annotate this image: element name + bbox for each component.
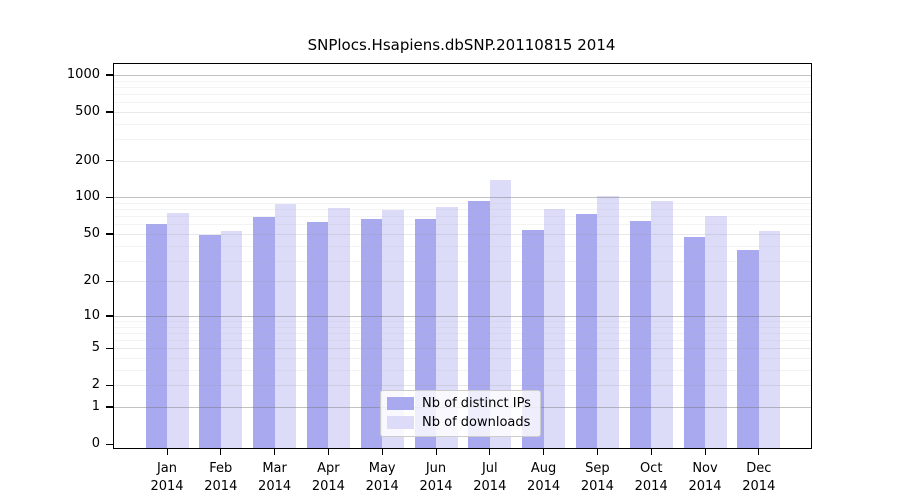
x-axis-tick-sep: [596, 449, 599, 456]
x-axis-tick-label-apr: Apr 2014: [311, 461, 345, 494]
gridline-1000: [114, 74, 811, 76]
bar-downloads-may: [382, 209, 404, 448]
gridline-100: [114, 197, 811, 199]
x-axis-tick-nov: [704, 449, 706, 456]
y-axis-tick-1: [105, 406, 113, 408]
x-axis-tick-label-sep: Sep 2014: [580, 461, 614, 494]
x-axis-tick-jul: [489, 449, 491, 456]
legend-swatch-downloads: [387, 416, 414, 429]
legend-label-downloads: Nb of downloads: [422, 415, 531, 430]
y-axis-tick-label-10: 10: [83, 307, 100, 323]
bar-downloads-dec: [758, 230, 781, 448]
legend-label-distinct-ips: Nb of distinct IPs: [422, 396, 531, 411]
y-axis-tick-200: [105, 160, 113, 162]
y-axis-tick-2: [105, 384, 113, 386]
bar-downloads-feb: [220, 230, 243, 448]
gridline-200: [114, 160, 811, 162]
x-axis-tick-label-mar: Mar 2014: [258, 461, 292, 494]
y-axis-tick-label-1000: 1000: [66, 66, 100, 82]
bar-distinct-ips-may: [360, 219, 383, 448]
gridline-700: [114, 93, 811, 95]
plot-area: Nb of distinct IPs Nb of downloads 0 1 2 5 1…: [67, 63, 812, 494]
gridline-800: [114, 86, 811, 88]
x-axis-tick-label-jun: Jun 2014: [419, 461, 453, 494]
y-axis-tick-20: [105, 280, 113, 283]
x-axis-tick-label-dec: Dec 2014: [742, 461, 776, 494]
y-axis-tick-label-1: 1: [91, 398, 100, 414]
x-axis-tick-mar: [274, 449, 276, 456]
x-axis-tick-label-nov: Nov 2014: [688, 461, 722, 494]
bar-downloads-apr: [328, 207, 350, 448]
y-axis-tick-10: [105, 315, 113, 317]
bar-downloads-mar: [274, 203, 297, 448]
x-axis-tick-jun: [435, 449, 437, 456]
gridline-500: [114, 111, 811, 113]
bar-distinct-ips-jan: [145, 223, 167, 448]
legend: Nb of distinct IPs Nb of downloads: [380, 390, 541, 437]
y-axis-tick-1000: [105, 74, 113, 76]
bar-distinct-ips-mar: [253, 217, 275, 448]
chart-title: SNPlocs.Hsapiens.dbSNP.20110815 2014: [307, 36, 616, 54]
y-axis-tick-50: [105, 233, 113, 235]
gridline-600: [114, 102, 811, 104]
bar-downloads-aug: [543, 208, 566, 448]
y-axis-tick-label-0: 0: [91, 436, 100, 451]
x-axis-tick-may: [381, 449, 383, 456]
bar-distinct-ips-sep: [575, 214, 598, 448]
y-axis-tick-label-500: 500: [75, 103, 100, 119]
x-axis-tick-oct: [650, 449, 652, 456]
x-axis-tick-dec: [758, 449, 760, 456]
x-axis-tick-label-aug: Aug 2014: [527, 461, 561, 494]
gridline-300: [114, 139, 811, 141]
y-axis-tick-100: [105, 196, 113, 199]
bar-downloads-jul: [489, 180, 512, 448]
y-axis-tick-500: [105, 111, 113, 113]
bar-distinct-ips-apr: [306, 221, 329, 448]
bar-distinct-ips-dec: [737, 249, 759, 448]
gridline-400: [114, 123, 811, 125]
gridline-90: [114, 203, 811, 205]
x-axis-tick-label-may: May 2014: [365, 461, 399, 494]
bar-distinct-ips-feb: [199, 235, 221, 448]
y-axis-tick-label-20: 20: [83, 273, 100, 289]
gridline-900: [114, 80, 811, 82]
x-axis-tick-jan: [166, 449, 168, 456]
bar-distinct-ips-oct: [629, 221, 652, 448]
y-axis-tick-label-200: 200: [75, 152, 100, 168]
bar-downloads-nov: [705, 215, 727, 448]
x-axis-tick-feb: [220, 449, 222, 456]
x-axis-tick-label-jul: Jul 2014: [473, 461, 507, 494]
legend-row-downloads: Nb of downloads: [387, 415, 531, 430]
bar-downloads-sep: [597, 195, 619, 448]
y-axis-tick-label-5: 5: [91, 340, 100, 356]
x-axis-tick-aug: [543, 449, 545, 456]
bar-distinct-ips-jul: [468, 200, 490, 448]
y-axis-tick-label-50: 50: [83, 225, 100, 241]
bar-downloads-jan: [167, 213, 189, 448]
y-axis-tick-5: [105, 347, 113, 349]
gridline-80: [114, 209, 811, 211]
y-axis-tick-0: [105, 443, 113, 445]
bar-downloads-oct: [651, 200, 673, 448]
y-axis-tick-label-2: 2: [91, 377, 100, 393]
x-axis-tick-label-oct: Oct 2014: [634, 461, 668, 494]
y-axis-tick-label-100: 100: [75, 189, 100, 205]
legend-row-distinct-ips: Nb of distinct IPs: [387, 396, 531, 411]
bar-distinct-ips-nov: [683, 237, 705, 448]
bar-downloads-jun: [436, 206, 458, 448]
x-axis-tick-label-feb: Feb 2014: [204, 461, 238, 494]
x-axis-tick-label-jan: Jan 2014: [150, 461, 184, 494]
legend-swatch-distinct-ips: [387, 397, 414, 410]
x-axis-tick-apr: [327, 449, 330, 456]
